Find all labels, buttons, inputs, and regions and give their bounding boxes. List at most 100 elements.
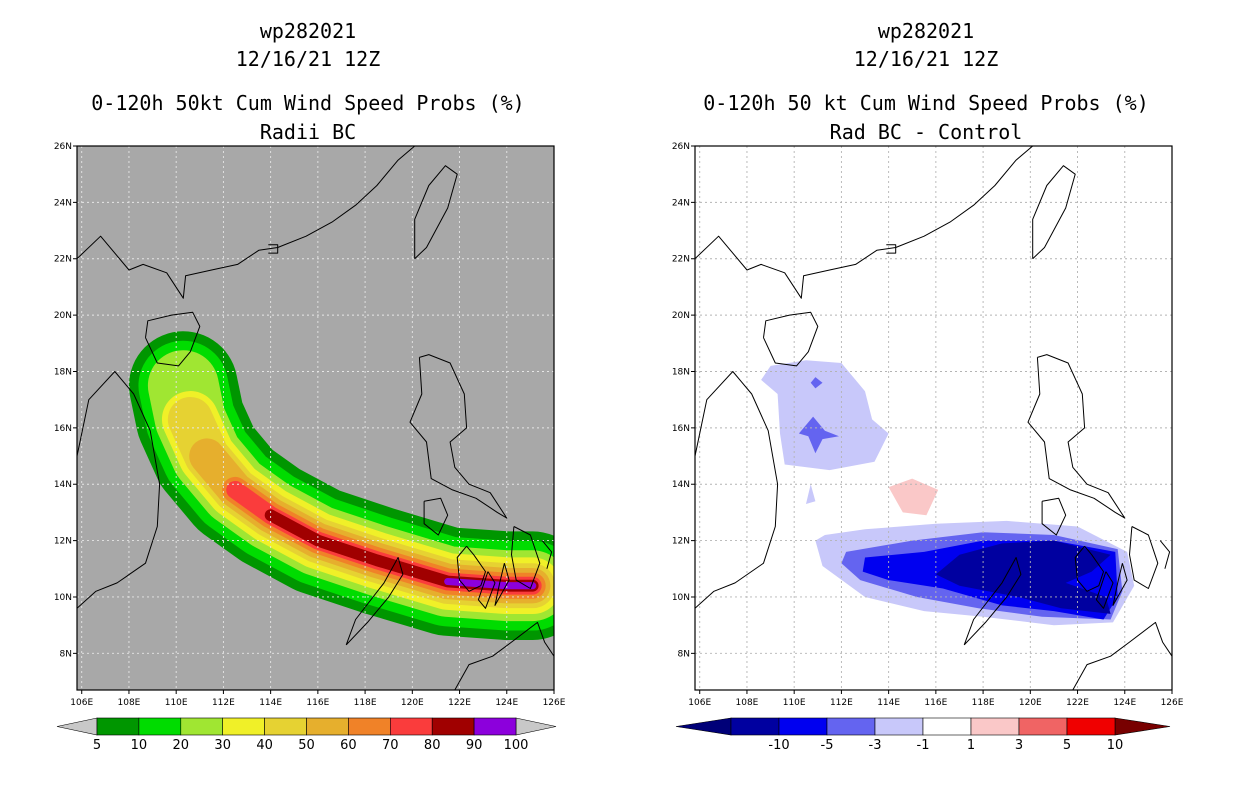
coastline-segment (454, 621, 554, 690)
y-tick-label: 10N (672, 593, 690, 603)
y-tick-label: 14N (54, 480, 72, 490)
coastline-segment (409, 354, 508, 519)
colorbar-swatch (730, 717, 780, 736)
coastline-segment (1129, 526, 1159, 589)
right-title-line-1: wp282021 (878, 19, 974, 43)
x-tick-label: 106E (70, 698, 93, 708)
x-tick-label: 114E (259, 698, 282, 708)
coastline-segment (494, 563, 510, 606)
y-tick-label: 22N (54, 255, 72, 265)
colorbar-label: 30 (214, 738, 231, 753)
colorbar-label: 100 (504, 738, 529, 753)
coastline-segment (1027, 354, 1126, 519)
left-title-line-2: 12/16/21 12Z (236, 47, 381, 71)
colorbar-label: 5 (93, 738, 101, 753)
colorbar-swatch (826, 717, 876, 736)
colorbar-swatch (874, 717, 924, 736)
colorbar-swatch (778, 717, 828, 736)
colorbar-label: -1 (917, 738, 930, 753)
x-tick-label: 108E (118, 698, 141, 708)
colorbar-swatch (222, 717, 265, 736)
colorbar-swatch (180, 717, 224, 736)
coastline-segment (477, 571, 496, 609)
colorbar-label: 60 (340, 738, 357, 753)
coastline-segment (1072, 621, 1172, 690)
y-tick-label: 12N (54, 537, 72, 547)
coastline-segment (763, 311, 819, 367)
right-plot-frame (694, 145, 1173, 691)
colorbar-label: 3 (1015, 738, 1023, 753)
coastline-segment (511, 526, 541, 589)
left-gridlines (77, 146, 554, 690)
colorbar-label: 40 (256, 738, 273, 753)
colorbar-label: 10 (1107, 738, 1124, 753)
x-tick-label: 118E (354, 698, 377, 708)
colorbar-label: 80 (424, 738, 441, 753)
right-title-line-3: 0-120h 50 kt Cum Wind Speed Probs (%) (703, 91, 1149, 115)
contour-area-minus-1-0 (761, 360, 889, 471)
x-tick-label: 114E (877, 698, 900, 708)
right-colorbar: -10 -5 -3 -1 1 3 5 10 (675, 717, 1171, 753)
colorbar-swatch (970, 717, 1020, 736)
colorbar-swatch (348, 717, 391, 736)
right-difference-contours (761, 360, 1135, 626)
x-tick-label: 106E (688, 698, 711, 708)
colorbar-swatch (96, 717, 140, 736)
right-panel: wp282021 12/16/21 12Z 0-120h 50 kt Cum W… (672, 19, 1184, 753)
x-tick-label: 116E (306, 698, 329, 708)
y-tick-label: 24N (672, 198, 690, 208)
x-tick-label: 122E (1066, 698, 1089, 708)
x-tick-label: 126E (543, 698, 566, 708)
x-tick-label: 112E (212, 698, 235, 708)
colorbar-swatch (431, 717, 475, 736)
right-title-line-4: Rad BC - Control (830, 120, 1023, 144)
colorbar-high-arrow (515, 717, 557, 736)
colorbar-label: -3 (869, 738, 882, 753)
right-axis-ticks: 106E 108E 110E 112E 114E 116E 118E 120E 122E 124E… (672, 142, 1184, 708)
colorbar-swatch (264, 717, 307, 736)
y-tick-label: 8N (678, 649, 690, 659)
x-tick-label: 122E (448, 698, 471, 708)
colorbar-low-arrow (56, 717, 98, 736)
x-tick-label: 110E (783, 698, 806, 708)
y-tick-label: 18N (672, 367, 690, 377)
colorbar-swatch (306, 717, 349, 736)
coastline-segment (268, 244, 279, 254)
left-colorbar: 5 10 20 30 40 50 60 70 80 90 100 (56, 717, 557, 753)
contour-area-minus-3-2 (810, 377, 823, 389)
colorbar-label: 50 (298, 738, 315, 753)
x-tick-label: 108E (736, 698, 759, 708)
colorbar-label: 5 (1063, 738, 1071, 753)
coastline-segment (345, 557, 404, 646)
coastline-segment (541, 540, 553, 569)
coastline-segment (1074, 545, 1104, 592)
colorbar-swatch (1066, 717, 1116, 736)
y-tick-label: 22N (672, 255, 690, 265)
coastline-segment (1112, 563, 1128, 606)
colorbar-low-arrow (675, 717, 732, 736)
left-plot-frame (76, 145, 555, 691)
coastline-segment (963, 557, 1022, 646)
x-tick-label: 112E (830, 698, 853, 708)
coastline-segment (1095, 571, 1114, 609)
coastline-segment (1159, 540, 1171, 569)
colorbar-swatch (138, 717, 182, 736)
colorbar-label: -10 (768, 738, 789, 753)
y-tick-label: 20N (54, 311, 72, 321)
left-axis-ticks: 106E 108E 110E 112E 114E 116E 118E 120E 122E 124E… (54, 142, 566, 708)
y-tick-label: 18N (54, 367, 72, 377)
y-tick-label: 16N (672, 424, 690, 434)
contour-area-minus-1-5 (806, 484, 816, 504)
colorbar-label: 70 (382, 738, 399, 753)
coastline-segment (423, 497, 449, 536)
coastline-segment (695, 371, 779, 609)
colorbar-swatch (473, 717, 517, 736)
x-tick-label: 116E (924, 698, 947, 708)
coastline-segment (886, 244, 897, 254)
x-tick-label: 120E (1019, 698, 1042, 708)
y-tick-label: 14N (672, 480, 690, 490)
x-tick-label: 126E (1161, 698, 1184, 708)
x-tick-label: 120E (401, 698, 424, 708)
y-tick-label: 12N (672, 537, 690, 547)
